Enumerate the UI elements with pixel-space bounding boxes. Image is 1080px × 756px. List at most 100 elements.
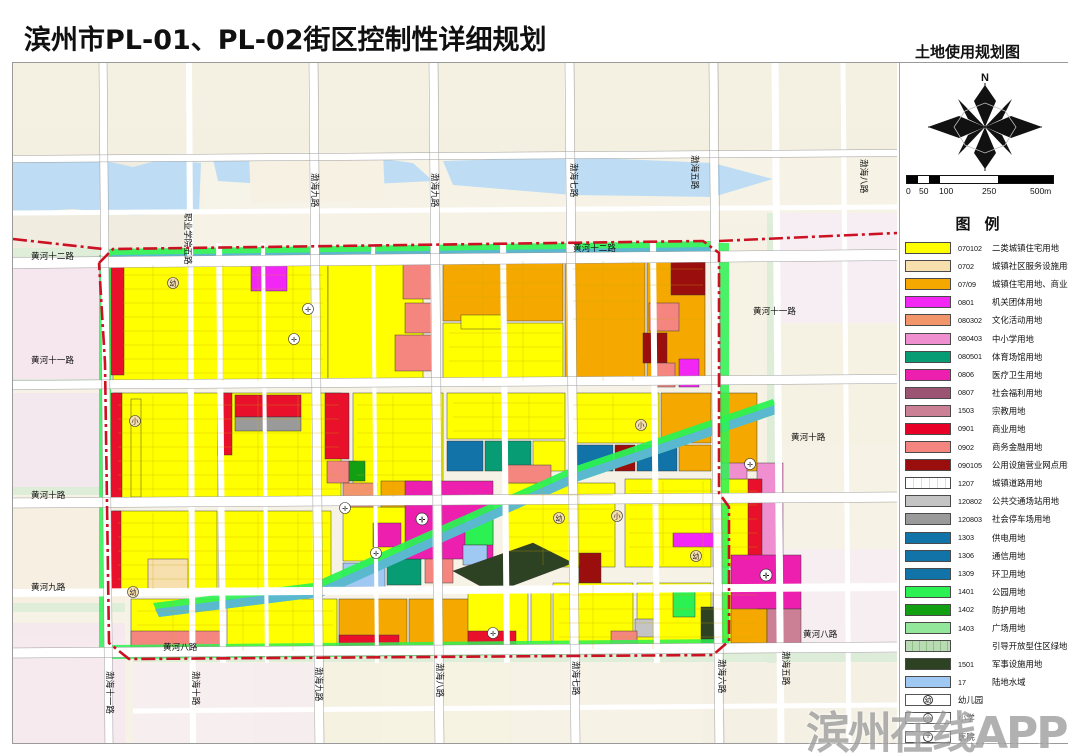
svg-text:黄河十路: 黄河十路 [791,431,826,443]
legend-row: 1401 公园用地 [905,583,1068,601]
legend-label: 广场用地 [992,623,1026,634]
legend-row: 0807 社会福利用地 [905,384,1068,402]
legend-swatch [905,567,951,580]
legend-row: 1501 军事设施用地 [905,655,1068,673]
title-bar: 滨州市PL-01、PL-02街区控制性详细规划 土地使用规划图 [0,0,1080,61]
legend-label: 通信用地 [992,550,1026,561]
legend-label: 军事设施用地 [992,659,1043,670]
legend-swatch [905,404,951,417]
legend-row: 1306 通信用地 [905,547,1068,565]
legend-row: 0806 医疗卫生用地 [905,366,1068,384]
legend-code: 1401 [958,587,974,597]
svg-text:黄河九路: 黄河九路 [31,581,66,593]
svg-text:✛: ✛ [419,516,426,525]
svg-text:渤海七路: 渤海七路 [570,661,582,696]
compass-rose: N [906,67,1064,177]
scale-tick-500: 500m [1030,186,1052,196]
legend-row: 1402 防护用地 [905,601,1068,619]
legend-label: 公园用地 [992,586,1026,597]
legend-row: 1303 供电用地 [905,529,1068,547]
legend-code: 1207 [958,478,974,488]
svg-text:✛: ✛ [490,630,496,638]
legend-swatch [905,531,951,544]
legend-code: 1303 [958,533,974,543]
legend-swatch [905,585,951,598]
svg-text:小: 小 [132,417,139,426]
legend-label: 商业用地 [992,423,1026,434]
map-canvas[interactable]: 幼 小 ✛ ✛ ✛ [13,63,897,743]
legend-symbol-label: 小学 [958,713,975,724]
legend-label: 机关团体用地 [992,297,1043,308]
svg-text:渤海五路: 渤海五路 [689,155,701,190]
legend-panel: N [899,63,1068,743]
svg-text:渤海六路: 渤海六路 [716,659,728,694]
legend-code: 0702 [958,261,974,271]
legend-code: 17 [958,677,966,687]
legend-swatch [905,278,951,291]
legend-swatch [905,386,951,399]
legend-label: 社会停车场用地 [992,514,1051,525]
legend-label: 宗教用地 [992,405,1026,416]
legend-label: 中小学用地 [992,333,1034,344]
legend-symbol-icon: ✛ [905,730,951,743]
legend-row: 引导开放型住区绿地 [905,637,1068,655]
legend-code: 0902 [958,442,974,452]
legend-row: 0801 机关团体用地 [905,293,1068,311]
legend-swatch [905,640,951,653]
legend-code: 1309 [958,569,974,579]
legend-code: 080403 [958,334,982,344]
legend-row: 0902 商务金融用地 [905,438,1068,456]
legend-symbol-row: 小小学 [905,709,1068,727]
legend-label: 医疗卫生用地 [992,369,1043,380]
legend-swatch [905,422,951,435]
legend-swatch [905,676,951,689]
scale-labels: 0 50 100 250 500m [906,186,1058,199]
legend-label: 城镇住宅用地、商业用地 [992,279,1068,290]
legend-code: 0807 [958,388,974,398]
svg-text:渤海十一路: 渤海十一路 [104,671,116,714]
scale-track [906,175,1054,184]
legend-code: 1403 [958,623,974,633]
legend-row: 1309 环卫用地 [905,565,1068,583]
legend-swatch [905,549,951,562]
legend-symbol-label: 医院 [958,731,975,742]
svg-text:✛: ✛ [373,550,379,558]
svg-text:职业学院五路: 职业学院五路 [182,213,194,265]
legend-code: 0901 [958,424,974,434]
legend-symbol-label: 幼儿园 [958,695,984,706]
legend-label: 供电用地 [992,532,1026,543]
svg-text:幼: 幼 [130,588,137,597]
svg-text:幼: 幼 [693,552,700,561]
compass-north-label: N [981,72,989,84]
legend-label: 公共交通场站用地 [992,496,1059,507]
scale-tick-250: 250 [982,186,997,196]
legend-code: 0806 [958,370,974,380]
svg-text:黄河十二路: 黄河十二路 [573,242,616,254]
legend-row: 080302 文化活动用地 [905,311,1068,329]
legend-row: 080501 体育场馆用地 [905,348,1068,366]
legend-row: 1207 城镇道路用地 [905,474,1068,492]
legend-row: 120802 公共交通场站用地 [905,492,1068,510]
legend-code: 07/09 [958,279,976,289]
scale-tick-50: 50 [919,186,929,196]
legend-row: 07/09 城镇住宅用地、商业用地 [905,275,1068,293]
svg-text:黄河十一路: 黄河十一路 [753,305,796,317]
legend-code: 120802 [958,496,982,506]
sheet-title: 土地使用规划图 [915,43,1021,61]
svg-text:渤海九路: 渤海九路 [309,173,321,208]
legend-label: 公用设施营业网点用地 [992,460,1068,471]
legend-swatch [905,477,951,490]
legend-row: 1403 广场用地 [905,619,1068,637]
legend-swatch [905,495,951,508]
svg-text:渤海八路: 渤海八路 [858,159,870,194]
legend-swatch [905,622,951,635]
legend-symbol-row: ✛ 医院 [905,728,1068,743]
legend-swatch [905,603,951,616]
legend-swatch [905,513,951,526]
legend-label: 城镇社区服务设施用地 [992,261,1068,272]
legend-label: 引导开放型住区绿地 [992,641,1068,652]
legend-label: 商务金融用地 [992,442,1043,453]
svg-text:小: 小 [638,421,645,430]
legend-swatch [905,368,951,381]
